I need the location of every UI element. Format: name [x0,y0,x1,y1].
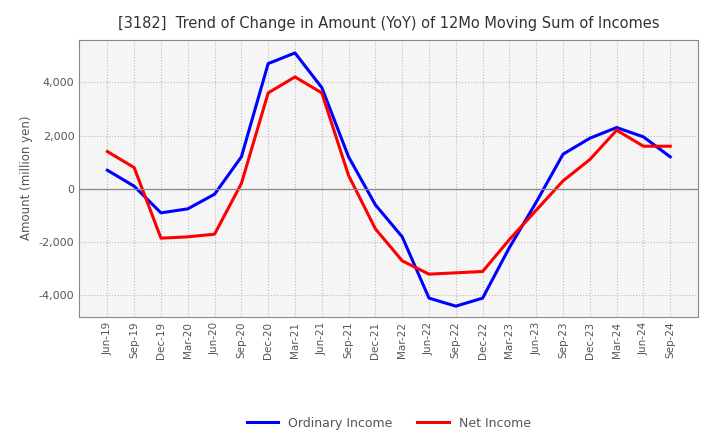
Y-axis label: Amount (million yen): Amount (million yen) [20,116,33,240]
Net Income [103,149,112,154]
Net Income [398,258,407,264]
Ordinary Income [103,168,112,173]
Net Income [451,270,460,275]
Net Income [425,271,433,277]
Net Income [264,90,272,95]
Line: Net Income: Net Income [107,77,670,274]
Line: Ordinary Income: Ordinary Income [107,53,670,306]
Ordinary Income [210,191,219,197]
Ordinary Income [398,234,407,239]
Net Income [237,181,246,186]
Net Income [612,128,621,133]
Ordinary Income [291,50,300,55]
Ordinary Income [184,206,192,212]
Ordinary Income [130,183,138,189]
Ordinary Income [585,136,594,141]
Title: [3182]  Trend of Change in Amount (YoY) of 12Mo Moving Sum of Incomes: [3182] Trend of Change in Amount (YoY) o… [118,16,660,32]
Ordinary Income [612,125,621,130]
Net Income [585,157,594,162]
Legend: Ordinary Income, Net Income: Ordinary Income, Net Income [242,412,536,435]
Net Income [344,173,353,178]
Net Income [318,90,326,95]
Ordinary Income [371,202,379,208]
Ordinary Income [157,210,166,216]
Ordinary Income [237,154,246,160]
Ordinary Income [559,151,567,157]
Ordinary Income [639,134,648,139]
Net Income [130,165,138,170]
Ordinary Income [478,296,487,301]
Net Income [478,269,487,274]
Net Income [559,178,567,183]
Net Income [639,143,648,149]
Ordinary Income [425,296,433,301]
Net Income [371,226,379,231]
Ordinary Income [264,61,272,66]
Net Income [157,235,166,241]
Net Income [291,74,300,80]
Ordinary Income [505,245,514,250]
Ordinary Income [451,304,460,309]
Ordinary Income [666,154,675,160]
Ordinary Income [344,154,353,160]
Net Income [210,231,219,237]
Net Income [505,237,514,242]
Ordinary Income [318,85,326,90]
Net Income [532,208,541,213]
Ordinary Income [532,200,541,205]
Net Income [184,234,192,239]
Net Income [666,143,675,149]
